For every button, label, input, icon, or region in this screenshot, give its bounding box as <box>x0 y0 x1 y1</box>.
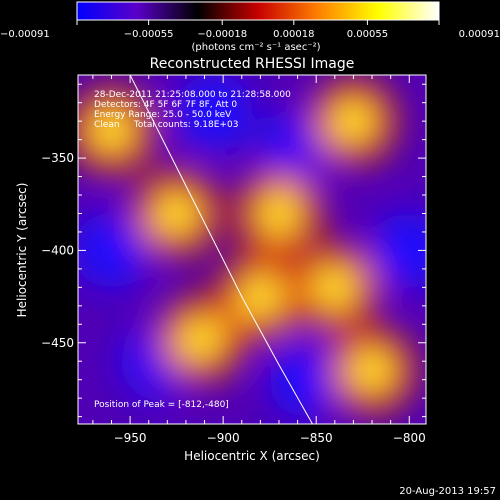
y-tick-label: −400 <box>41 243 74 257</box>
colorbar-tick-label: 0.00018 <box>273 29 314 40</box>
annotation-detectors: Detectors: 4F 5F 6F 7F 8F, Att 0 <box>94 100 237 110</box>
y-axis: −350 −400 −450 <box>41 83 426 418</box>
heatmap <box>78 75 426 424</box>
colorbar-bar <box>76 1 440 21</box>
x-tick-label: −900 <box>207 431 240 445</box>
intensity-maximum-core <box>158 195 195 232</box>
colorbar-tick-label: 0.00091 <box>459 29 500 40</box>
solar-limb-curve <box>129 75 313 424</box>
chart-title: Reconstructed RHESSI Image <box>150 56 355 72</box>
annotations: 28-Dec-2011 21:25:08.000 to 21:28:58.000… <box>94 90 291 410</box>
intensity-maximum-core <box>242 278 279 315</box>
colorbar-tick-label: 0.00055 <box>347 29 388 40</box>
x-tick-label: −950 <box>114 431 147 445</box>
y-tick-label: −450 <box>41 336 74 350</box>
peak-position-label: Position of Peak = [-812,-480] <box>94 400 229 410</box>
colorbar-tick-label: −0.00018 <box>197 29 247 40</box>
annotation-energy: Energy Range: 25.0 - 50.0 keV <box>94 110 232 120</box>
colorbar-units: (photons cm⁻² s⁻¹ asec⁻²) <box>191 42 320 53</box>
plot-frame <box>77 74 427 425</box>
x-tick-label: −850 <box>300 431 333 445</box>
y-axis-label: Heliocentric Y (arcsec) <box>15 183 29 318</box>
intensity-minimum <box>78 212 150 289</box>
footer-timestamp: 20-Aug-2013 19:57 <box>399 486 496 497</box>
intensity-maximum-core <box>182 321 219 358</box>
intensity-minimum <box>371 212 426 289</box>
annotation-counts: Clean Total counts: 9.18E+03 <box>94 120 238 130</box>
colorbar: −0.00091 −0.00055 −0.00018 0.00018 0.00055 0.… <box>0 1 500 53</box>
annotation-time: 28-Dec-2011 21:25:08.000 to 21:28:58.000 <box>94 90 291 100</box>
intensity-maximum-core <box>260 195 297 232</box>
intensity-maximum-core <box>335 103 372 140</box>
colorbar-ticks: −0.00091 −0.00055 −0.00018 0.00018 0.00055 0.… <box>0 20 500 40</box>
intensity-minimum <box>268 341 345 418</box>
x-tick-label: −800 <box>393 431 426 445</box>
y-tick-label: −350 <box>41 151 74 165</box>
heatmap-intensity <box>78 75 426 418</box>
colorbar-tick-label: −0.00055 <box>124 29 174 40</box>
x-axis: −950 −900 −850 −800 <box>92 75 426 445</box>
intensity-minimum <box>175 75 252 150</box>
intensity-maximum-core <box>93 112 130 149</box>
x-axis-label: Heliocentric X (arcsec) <box>184 449 320 463</box>
colorbar-tick-label: −0.00091 <box>0 29 50 40</box>
intensity-maximum-core <box>316 269 353 306</box>
intensity-maximum-core <box>354 352 391 389</box>
